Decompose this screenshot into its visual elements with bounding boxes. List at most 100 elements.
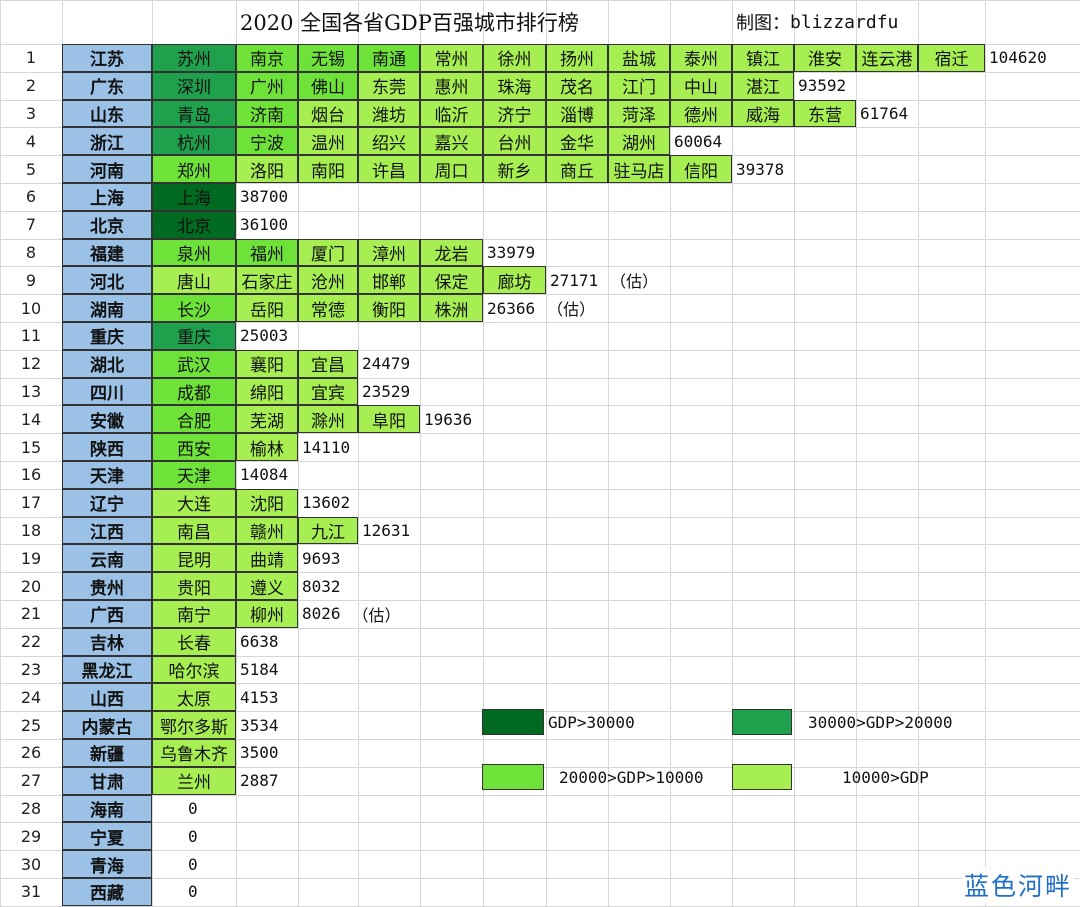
city-cell: 临沂 [420, 99, 483, 128]
city-cell: 青岛 [152, 99, 236, 128]
province-cell: 福建 [62, 238, 152, 267]
rank-number: 2 [25, 76, 37, 96]
city-cell: 东营 [794, 99, 856, 128]
city-cell: 常州 [420, 44, 483, 72]
city-cell: 淮安 [794, 44, 856, 72]
city-cell: 天津 [152, 461, 236, 489]
gdp-value: 26366 （估） [483, 294, 608, 322]
legend-swatch [482, 709, 544, 735]
province-cell: 广西 [62, 600, 152, 628]
city-cell: 新乡 [483, 155, 546, 183]
rank-number: 19 [20, 548, 42, 568]
province-cell: 河北 [62, 266, 152, 295]
gdp-number: 104620 [989, 48, 1047, 68]
gdp-number: 4153 [240, 687, 279, 707]
province-cell: 广东 [62, 71, 152, 100]
city-cell: 洛阳 [236, 155, 298, 183]
province-cell: 青海 [62, 850, 152, 878]
city-cell: 南阳 [298, 155, 358, 183]
city-cell: 许昌 [358, 155, 420, 183]
city-cell: 兰州 [152, 766, 236, 795]
city-cell: 曲靖 [236, 544, 298, 573]
gdp-number: 60064 [674, 131, 723, 151]
legend-label: 20000>GDP>10000 [559, 767, 704, 787]
rank-number: 31 [20, 882, 42, 902]
gdp-value: 12631 [358, 517, 483, 545]
legend-label: GDP>30000 [548, 712, 635, 732]
city-cell: 龙岩 [420, 238, 483, 267]
rank-number: 6 [25, 187, 37, 207]
province-cell: 贵州 [62, 572, 152, 600]
gdp-number: 14084 [240, 465, 289, 485]
city-cell: 邯郸 [358, 266, 420, 295]
gdp-number: 3500 [240, 743, 279, 763]
province-cell: 湖南 [62, 294, 152, 322]
city-cell: 淄博 [546, 99, 608, 128]
city-cell: 贵阳 [152, 572, 236, 600]
gdp-value: 104620 [985, 44, 1080, 72]
city-cell: 大连 [152, 488, 236, 517]
province-cell: 天津 [62, 461, 152, 489]
gdp-number: 39378 [736, 159, 785, 179]
gdp-value: 3534 [236, 711, 358, 739]
rank-number: 3 [25, 103, 37, 123]
province-cell: 上海 [62, 183, 152, 211]
city-cell: 徐州 [483, 44, 546, 72]
province-cell: 西藏 [62, 878, 152, 906]
city-cell: 绵阳 [236, 377, 298, 406]
gdp-number: 12631 [362, 520, 411, 540]
gdp-number: 25003 [240, 326, 289, 346]
estimate-note: （估） [610, 272, 659, 292]
rank-number: 12 [20, 354, 42, 374]
city-cell: 无锡 [298, 44, 358, 72]
city-cell: 合肥 [152, 405, 236, 434]
city-cell: 信阳 [670, 155, 732, 183]
province-cell: 内蒙古 [62, 711, 152, 739]
city-cell: 太原 [152, 683, 236, 712]
city-cell: 江门 [608, 71, 670, 100]
rank-number: 17 [20, 493, 42, 513]
city-cell: 柳州 [236, 600, 298, 628]
estimate-note: （估） [352, 605, 401, 625]
city-cell: 北京 [152, 210, 236, 239]
city-cell: 德州 [670, 99, 732, 128]
rank-number: 14 [20, 409, 42, 429]
province-cell: 黑龙江 [62, 655, 152, 684]
gdp-number: 36100 [240, 215, 289, 235]
legend-swatch [732, 764, 792, 790]
city-cell: 石家庄 [236, 266, 298, 295]
gdp-value: 33979 [483, 239, 608, 267]
sheet-title: 2020 全国各省GDP百强城市排行榜 [240, 11, 579, 35]
gdp-value: 25003 [236, 322, 358, 350]
gdp-value: 3500 [236, 739, 358, 767]
city-cell: 驻马店 [608, 155, 670, 183]
city-cell: 深圳 [152, 71, 236, 100]
city-cell: 唐山 [152, 266, 236, 295]
city-cell: 金华 [546, 127, 608, 156]
city-cell: 榆林 [236, 433, 298, 461]
rank-number: 26 [20, 743, 42, 763]
gdp-value: 2887 [236, 767, 358, 795]
city-cell: 镇江 [732, 44, 794, 72]
gdp-value: 0 [156, 795, 236, 823]
province-cell: 江西 [62, 516, 152, 545]
gdp-number: 33979 [487, 242, 536, 262]
city-cell: 株洲 [420, 294, 483, 322]
province-cell: 重庆 [62, 322, 152, 350]
gdp-value: 6638 [236, 628, 358, 656]
city-cell: 威海 [732, 99, 794, 128]
gdp-value: 61764 [856, 100, 985, 128]
province-cell: 山东 [62, 99, 152, 128]
legend-swatch [482, 764, 544, 790]
city-cell: 嘉兴 [420, 127, 483, 156]
city-cell: 济宁 [483, 99, 546, 128]
rank-number: 10 [20, 298, 42, 318]
gdp-number: 14110 [302, 437, 351, 457]
gdp-value: 19636 [420, 405, 546, 433]
city-cell: 南京 [236, 44, 298, 72]
city-cell: 乌鲁木齐 [152, 739, 236, 767]
gdp-value: 13602 [298, 489, 420, 517]
rank-number: 15 [20, 437, 42, 457]
province-cell: 海南 [62, 794, 152, 823]
